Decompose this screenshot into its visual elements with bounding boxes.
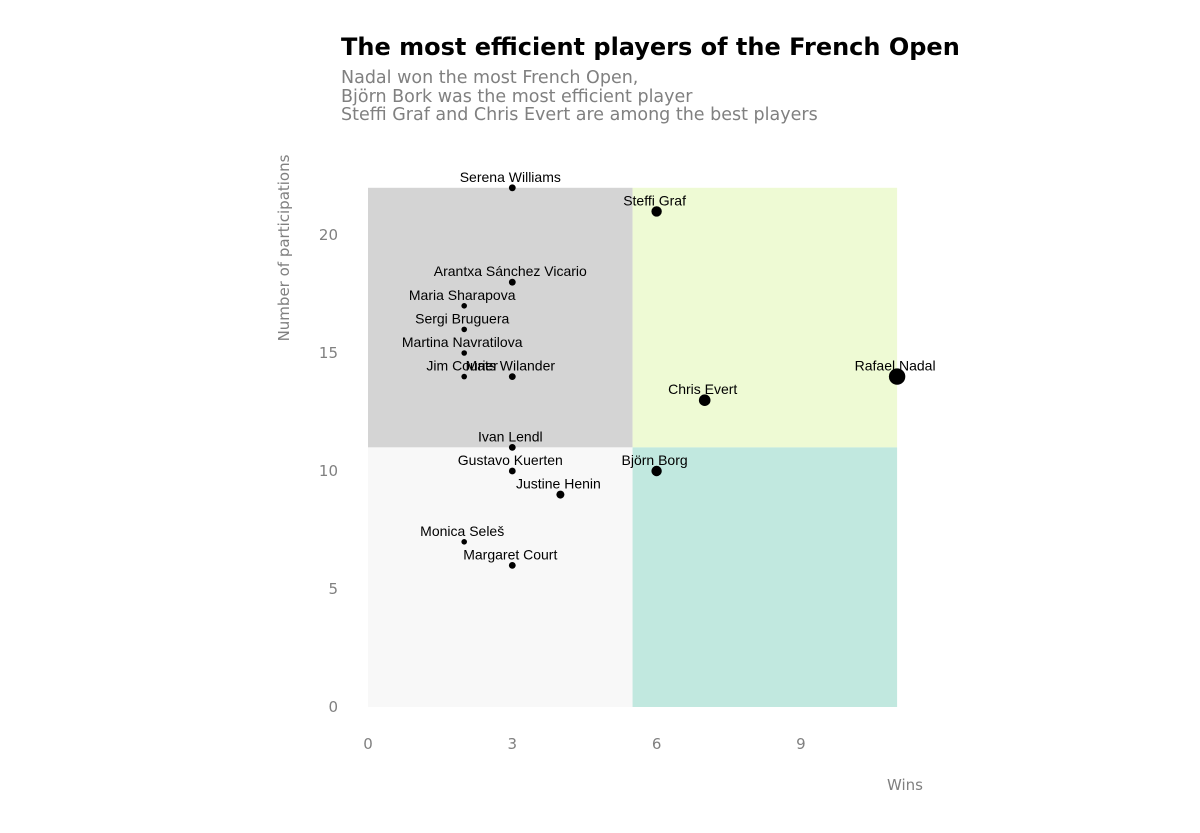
- x-tick-label: 9: [796, 735, 806, 753]
- point-label: Chris Evert: [668, 381, 737, 397]
- data-point: [461, 350, 468, 356]
- point-label: Steffi Graf: [623, 192, 686, 208]
- y-tick-label: 15: [319, 344, 338, 362]
- point-label: Jim Courier: [426, 358, 498, 374]
- data-point: [508, 467, 516, 475]
- point-label: Gustavo Kuerten: [458, 452, 563, 468]
- chart-title: The most efficient players of the French…: [341, 33, 960, 61]
- data-point: [651, 206, 662, 217]
- subtitle-line-2: Björn Bork was the most efficient player: [341, 86, 693, 107]
- x-axis-label: Wins: [887, 776, 923, 794]
- data-point: [651, 465, 662, 477]
- point-label: Mats Wilander: [466, 358, 556, 374]
- quadrant-high-wins-high-participations: [632, 187, 898, 448]
- data-points: [461, 184, 906, 569]
- data-point: [461, 373, 468, 380]
- y-axis-label: Number of participations: [275, 154, 293, 341]
- point-label: Rafael Nadal: [855, 358, 936, 374]
- x-axis-ticks: 0 3 6 9: [363, 735, 805, 753]
- quadrant-low-wins-high-participations: [368, 187, 633, 448]
- point-label: Monica Seleš: [420, 523, 504, 539]
- data-point: [508, 278, 516, 286]
- subtitle-line-1: Nadal won the most French Open,: [341, 68, 639, 88]
- x-tick-label: 0: [363, 735, 373, 753]
- data-point: [508, 373, 516, 380]
- point-labels: Serena Williams Steffi Graf Arantxa Sánche…: [402, 169, 936, 563]
- quadrant-high-wins-low-participations: [632, 447, 898, 707]
- y-tick-label: 20: [319, 226, 338, 244]
- data-point: [508, 444, 516, 451]
- data-point: [556, 490, 565, 499]
- point-label: Sergi Bruguera: [415, 310, 509, 326]
- y-tick-label: 10: [319, 462, 338, 480]
- point-label: Serena Williams: [460, 169, 561, 185]
- data-point: [508, 184, 516, 192]
- data-point: [461, 539, 468, 545]
- data-point: [508, 562, 516, 569]
- data-point: [461, 326, 468, 333]
- point-label: Ivan Lendl: [478, 428, 543, 444]
- data-point: [698, 394, 711, 407]
- subtitle-line-3: Steffi Graf and Chris Evert are among th…: [341, 105, 818, 125]
- quadrant-low-wins-low-participations: [368, 447, 633, 707]
- y-tick-label: 0: [328, 698, 338, 716]
- point-label: Maria Sharapova: [409, 287, 516, 303]
- point-label: Björn Borg: [622, 452, 688, 468]
- y-tick-label: 5: [328, 580, 338, 598]
- data-point: [888, 368, 906, 385]
- x-tick-label: 6: [652, 735, 662, 753]
- point-label: Arantxa Sánchez Vicario: [434, 263, 587, 279]
- point-label: Margaret Court: [463, 546, 557, 562]
- chart-subtitle: Nadal won the most French Open, Björn Bo…: [341, 69, 818, 125]
- quadrant-backgrounds: [368, 187, 898, 707]
- y-axis-ticks: 0 5 10 15 20: [319, 226, 338, 716]
- point-label: Justine Henin: [516, 476, 601, 492]
- x-tick-label: 3: [508, 735, 518, 753]
- data-point: [461, 303, 468, 309]
- point-label: Martina Navratilova: [402, 334, 523, 350]
